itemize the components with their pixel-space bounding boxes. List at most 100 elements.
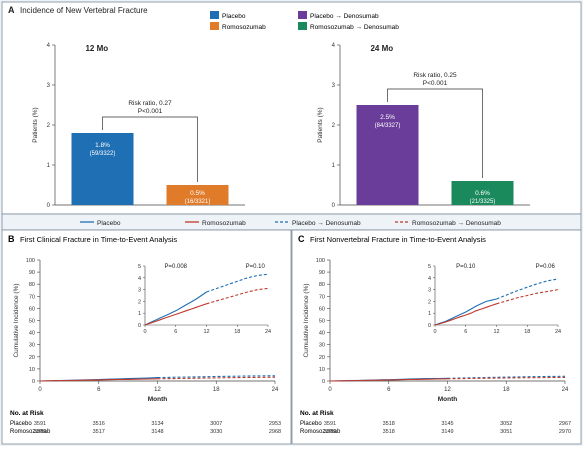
panel-b-frame xyxy=(1,229,292,445)
at-risk-header-c: No. at Risk xyxy=(300,410,334,417)
inset-series-b-2 xyxy=(206,273,269,293)
bar-24-1 xyxy=(451,181,514,205)
y-tick-label-24-3: 3 xyxy=(332,83,336,89)
inset-y-tick-label-c-5: 5 xyxy=(428,264,431,270)
at-risk-row-label-b-placebo: Placebo xyxy=(10,421,32,427)
main-series-c-2 xyxy=(447,375,566,379)
inset-x-tick-label-c-1: 6 xyxy=(464,329,467,335)
bar-12-0 xyxy=(71,133,134,205)
panel-a-title: Incidence of New Vertebral Fracture xyxy=(20,6,148,15)
line-legend-label-3: Romosozumab → Denosumab xyxy=(412,220,501,227)
main-y-tick-label-c-5: 50 xyxy=(319,319,325,325)
at-risk-c-romo-0: 3589 xyxy=(324,429,336,435)
y-tick-label-12-1: 1 xyxy=(47,163,51,169)
bar-label-pct-24-1: 0.6% xyxy=(475,190,490,197)
at-risk-b-placebo-1: 3516 xyxy=(93,421,105,427)
bar-label-pct-12-0: 1.8% xyxy=(95,142,110,149)
inset-series-c-1 xyxy=(434,303,497,326)
at-risk-b-placebo-4: 2953 xyxy=(269,421,281,427)
p-value-24: P<0.001 xyxy=(423,80,448,87)
inset-series-c-3 xyxy=(496,289,559,305)
inset-y-tick-label-b-1: 1 xyxy=(138,311,141,317)
line-legend: Placebo Romosozumab Placebo → Denosumab Rom… xyxy=(80,220,501,227)
inset-y-tick-label-b-5: 5 xyxy=(138,264,141,270)
main-series-c-3 xyxy=(447,376,566,380)
y-tick-label-24-2: 2 xyxy=(332,123,336,129)
bar-12-1 xyxy=(166,185,229,205)
at-risk-header-b: No. at Risk xyxy=(10,410,44,417)
legend-label-placebo: Placebo xyxy=(222,13,246,20)
main-series-b-3 xyxy=(157,376,276,380)
bar-label-count-24-0: (84/3327) xyxy=(375,123,401,129)
legend-swatch-romo-deno xyxy=(298,22,307,30)
inset-x-tick-label-b-4: 24 xyxy=(265,329,271,335)
main-x-tick-label-b-4: 24 xyxy=(272,387,279,393)
at-risk-b-romo-4: 2968 xyxy=(269,429,281,435)
inset-y-tick-label-c-4: 4 xyxy=(428,276,431,282)
inset-p-value-12mo-b: P=0.008 xyxy=(164,264,187,270)
at-risk-c-romo-3: 3051 xyxy=(500,429,512,435)
line-legend-label-1: Romosozumab xyxy=(202,220,246,227)
at-risk-c-placebo-2: 3145 xyxy=(441,421,453,427)
inset-y-tick-label-b-0: 0 xyxy=(138,323,141,329)
main-y-tick-label-c-6: 60 xyxy=(319,306,325,312)
main-y-tick-label-c-3: 30 xyxy=(319,343,325,349)
inset-y-tick-label-c-2: 2 xyxy=(428,299,431,305)
p-value-12: P<0.001 xyxy=(138,108,163,115)
subtitle-24: 24 Mo xyxy=(370,44,393,53)
main-y-tick-label-b-2: 20 xyxy=(29,355,35,361)
at-risk-b-placebo-3: 3007 xyxy=(210,421,222,427)
at-risk-c-placebo-0: 3591 xyxy=(324,421,336,427)
risk-bracket-12 xyxy=(102,116,198,182)
inset-series-b-1 xyxy=(144,303,207,326)
at-risk-c-placebo-1: 3518 xyxy=(383,421,395,427)
inset-x-tick-label-c-4: 24 xyxy=(555,329,561,335)
at-risk-row-label-c-placebo: Placebo xyxy=(300,421,322,427)
main-y-tick-label-c-4: 40 xyxy=(319,331,325,337)
main-y-tick-label-c-8: 80 xyxy=(319,282,325,288)
main-y-label-c: Cumulative Incidence (%) xyxy=(303,283,310,357)
main-series-b-1 xyxy=(39,378,158,382)
line-legend-band xyxy=(1,213,582,231)
inset-x-tick-label-b-2: 12 xyxy=(203,329,209,335)
at-risk-c-placebo-4: 2967 xyxy=(559,421,571,427)
legend-swatch-placebo-deno xyxy=(298,11,307,19)
at-risk-row-label-b-romo: Romosozumab xyxy=(10,429,51,435)
at-risk-c-romo-4: 2970 xyxy=(559,429,571,435)
bar-label-pct-12-1: 0.5% xyxy=(190,190,205,197)
main-x-tick-label-b-1: 6 xyxy=(97,387,101,393)
line-legend-label-0: Placebo xyxy=(97,220,121,227)
main-x-tick-label-b-2: 12 xyxy=(154,387,161,393)
inset-series-c-2 xyxy=(496,278,559,300)
inset-x-tick-label-c-0: 0 xyxy=(433,329,436,335)
at-risk-row-label-c-romo: Romosozumab xyxy=(300,429,341,435)
main-y-tick-label-b-3: 30 xyxy=(29,343,35,349)
legend-swatch-placebo xyxy=(210,11,219,19)
main-y-tick-label-b-4: 40 xyxy=(29,331,35,337)
y-tick-label-24-0: 0 xyxy=(332,203,336,209)
legend-label-romosozumab: Romosozumab xyxy=(222,24,266,31)
main-y-tick-label-c-2: 20 xyxy=(319,355,325,361)
at-risk-c-romo-2: 3149 xyxy=(441,429,453,435)
main-y-tick-label-b-10: 100 xyxy=(26,258,35,264)
main-y-tick-label-c-9: 90 xyxy=(319,270,325,276)
inset-p-value-24mo-c: P=0.06 xyxy=(536,264,556,270)
subtitle-12: 12 Mo xyxy=(85,44,108,53)
main-x-tick-label-c-4: 24 xyxy=(562,387,569,393)
inset-series-c-0 xyxy=(434,298,497,326)
panel-c-frame xyxy=(291,229,582,445)
main-y-label-b: Cumulative Incidence (%) xyxy=(13,283,20,357)
y-tick-label-24-1: 1 xyxy=(332,163,336,169)
bar-label-count-12-1: (16/3321) xyxy=(185,199,211,205)
main-y-tick-label-c-10: 100 xyxy=(316,258,325,264)
y-tick-label-12-0: 0 xyxy=(47,203,51,209)
main-y-tick-label-b-1: 10 xyxy=(29,367,35,373)
main-x-tick-label-c-2: 12 xyxy=(444,387,451,393)
main-x-label-c: Month xyxy=(438,396,458,403)
inset-x-tick-label-b-0: 0 xyxy=(143,329,146,335)
bar-charts: 0 1 2 3 4 Patients (%) 12 Mo 1.8% (59/3322) 0.5% (… xyxy=(32,43,530,209)
main-y-tick-label-c-1: 10 xyxy=(319,367,325,373)
line-legend-label-2: Placebo → Denosumab xyxy=(292,220,361,227)
